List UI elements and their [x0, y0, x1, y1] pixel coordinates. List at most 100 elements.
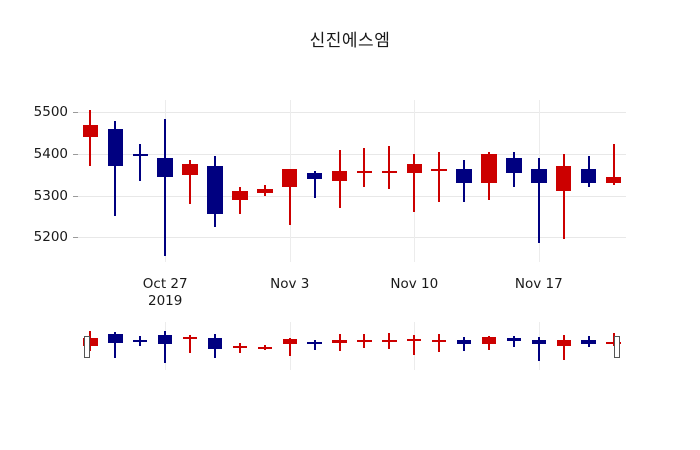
- candlestick-wick: [612, 143, 615, 186]
- candlestick-wick: [114, 331, 117, 358]
- candlestick-wick: [562, 335, 565, 361]
- candlestick: [307, 322, 322, 370]
- candlestick: [531, 100, 547, 262]
- candlestick: [331, 100, 348, 262]
- candlestick: [107, 100, 124, 262]
- candlestick-body: [306, 172, 323, 179]
- candlestick: [232, 322, 248, 370]
- candlestick-wick: [313, 170, 316, 198]
- candlestick-wick: [238, 187, 241, 215]
- range-start-marker[interactable]: [83, 336, 90, 359]
- secondary-plot-area: [78, 322, 626, 370]
- candlestick-body: [108, 334, 123, 344]
- candlestick-body: [257, 346, 273, 349]
- candlestick-body: [282, 168, 298, 188]
- candlestick-body: [406, 164, 422, 173]
- candlestick: [132, 100, 148, 262]
- x-axis-tick-label: Nov 3: [270, 276, 310, 292]
- candlestick-wick: [363, 147, 366, 188]
- candlestick-wick: [164, 330, 167, 364]
- candlestick-body: [356, 170, 373, 173]
- candlestick: [605, 100, 622, 262]
- candlestick: [207, 322, 223, 370]
- candlestick-wick: [189, 160, 192, 204]
- candlestick: [580, 100, 597, 262]
- y-axis-tick-label: 5200: [33, 229, 68, 246]
- candlestick: [182, 100, 198, 262]
- candlestick: [481, 100, 497, 262]
- candlestick-body: [382, 340, 397, 343]
- candlestick-body: [307, 342, 322, 345]
- candlestick-body: [132, 154, 148, 157]
- candlestick-body: [232, 346, 248, 348]
- candlestick-body: [232, 191, 248, 200]
- candlestick: [232, 100, 248, 262]
- candlestick: [257, 100, 273, 262]
- candlestick-wick: [438, 151, 441, 202]
- candlestick-body: [257, 189, 273, 194]
- y-gridline: [78, 237, 626, 239]
- candlestick-body: [456, 168, 472, 184]
- candlestick-wick: [463, 337, 466, 351]
- candlestick-body: [531, 168, 547, 184]
- chart-title: 신진에스엠: [309, 31, 391, 51]
- candlestick: [207, 100, 223, 262]
- candlestick: [531, 322, 547, 370]
- candlestick: [431, 100, 447, 262]
- x-axis-tick-label: Nov 17: [514, 276, 563, 292]
- y-axis-tick-label: 5500: [33, 104, 68, 121]
- candlestick-body: [381, 170, 398, 173]
- candlestick: [282, 322, 297, 370]
- candlestick: [381, 100, 398, 262]
- candlestick-body: [82, 124, 99, 138]
- candlestick: [332, 322, 347, 370]
- candlestick: [456, 100, 472, 262]
- candlestick-body: [481, 337, 497, 345]
- candlestick: [481, 322, 497, 370]
- candlestick: [456, 322, 472, 370]
- candlestick: [407, 322, 422, 370]
- candlestick: [133, 322, 148, 370]
- candlestick: [82, 100, 99, 262]
- candlestick-body: [207, 338, 223, 349]
- candlestick: [382, 322, 397, 370]
- candlestick: [431, 322, 447, 370]
- candlestick-body: [581, 340, 596, 345]
- candlestick-body: [431, 168, 447, 171]
- candlestick-body: [556, 166, 572, 192]
- range-end-marker[interactable]: [614, 336, 621, 359]
- candlestick-body: [331, 170, 348, 181]
- y-axis-tick-label: 5400: [33, 146, 68, 162]
- candlestick: [306, 100, 323, 262]
- y-axis-tick-label: 5300: [33, 187, 68, 204]
- candlestick: [157, 100, 173, 262]
- candlestick-body: [605, 176, 622, 184]
- candlestick-body: [107, 129, 124, 167]
- price-plot-area: [78, 100, 626, 262]
- candlestick-wick: [413, 335, 416, 355]
- candlestick-body: [357, 340, 372, 343]
- candlestick: [506, 322, 522, 370]
- candlestick: [556, 322, 571, 370]
- candlestick: [282, 100, 298, 262]
- candlestick-wick: [413, 154, 416, 213]
- y-axis-tick-mark: [73, 112, 78, 114]
- candlestick-body: [332, 340, 347, 344]
- candlestick-wick: [89, 110, 92, 167]
- candlestick-body: [182, 337, 198, 340]
- candlestick: [357, 322, 372, 370]
- candlestick-body: [481, 154, 497, 184]
- candlestick: [182, 322, 198, 370]
- candlestick-wick: [388, 145, 391, 190]
- candlestick-body: [506, 338, 522, 342]
- candlestick-wick: [537, 337, 540, 362]
- y-gridline: [78, 112, 626, 114]
- candlestick-wick: [537, 158, 540, 244]
- candlestick-body: [506, 158, 522, 173]
- y-axis-tick-mark: [73, 195, 78, 197]
- y-gridline: [78, 195, 626, 197]
- candlestick-wick: [562, 154, 565, 240]
- candlestick-body: [407, 339, 422, 342]
- candlestick: [108, 322, 123, 370]
